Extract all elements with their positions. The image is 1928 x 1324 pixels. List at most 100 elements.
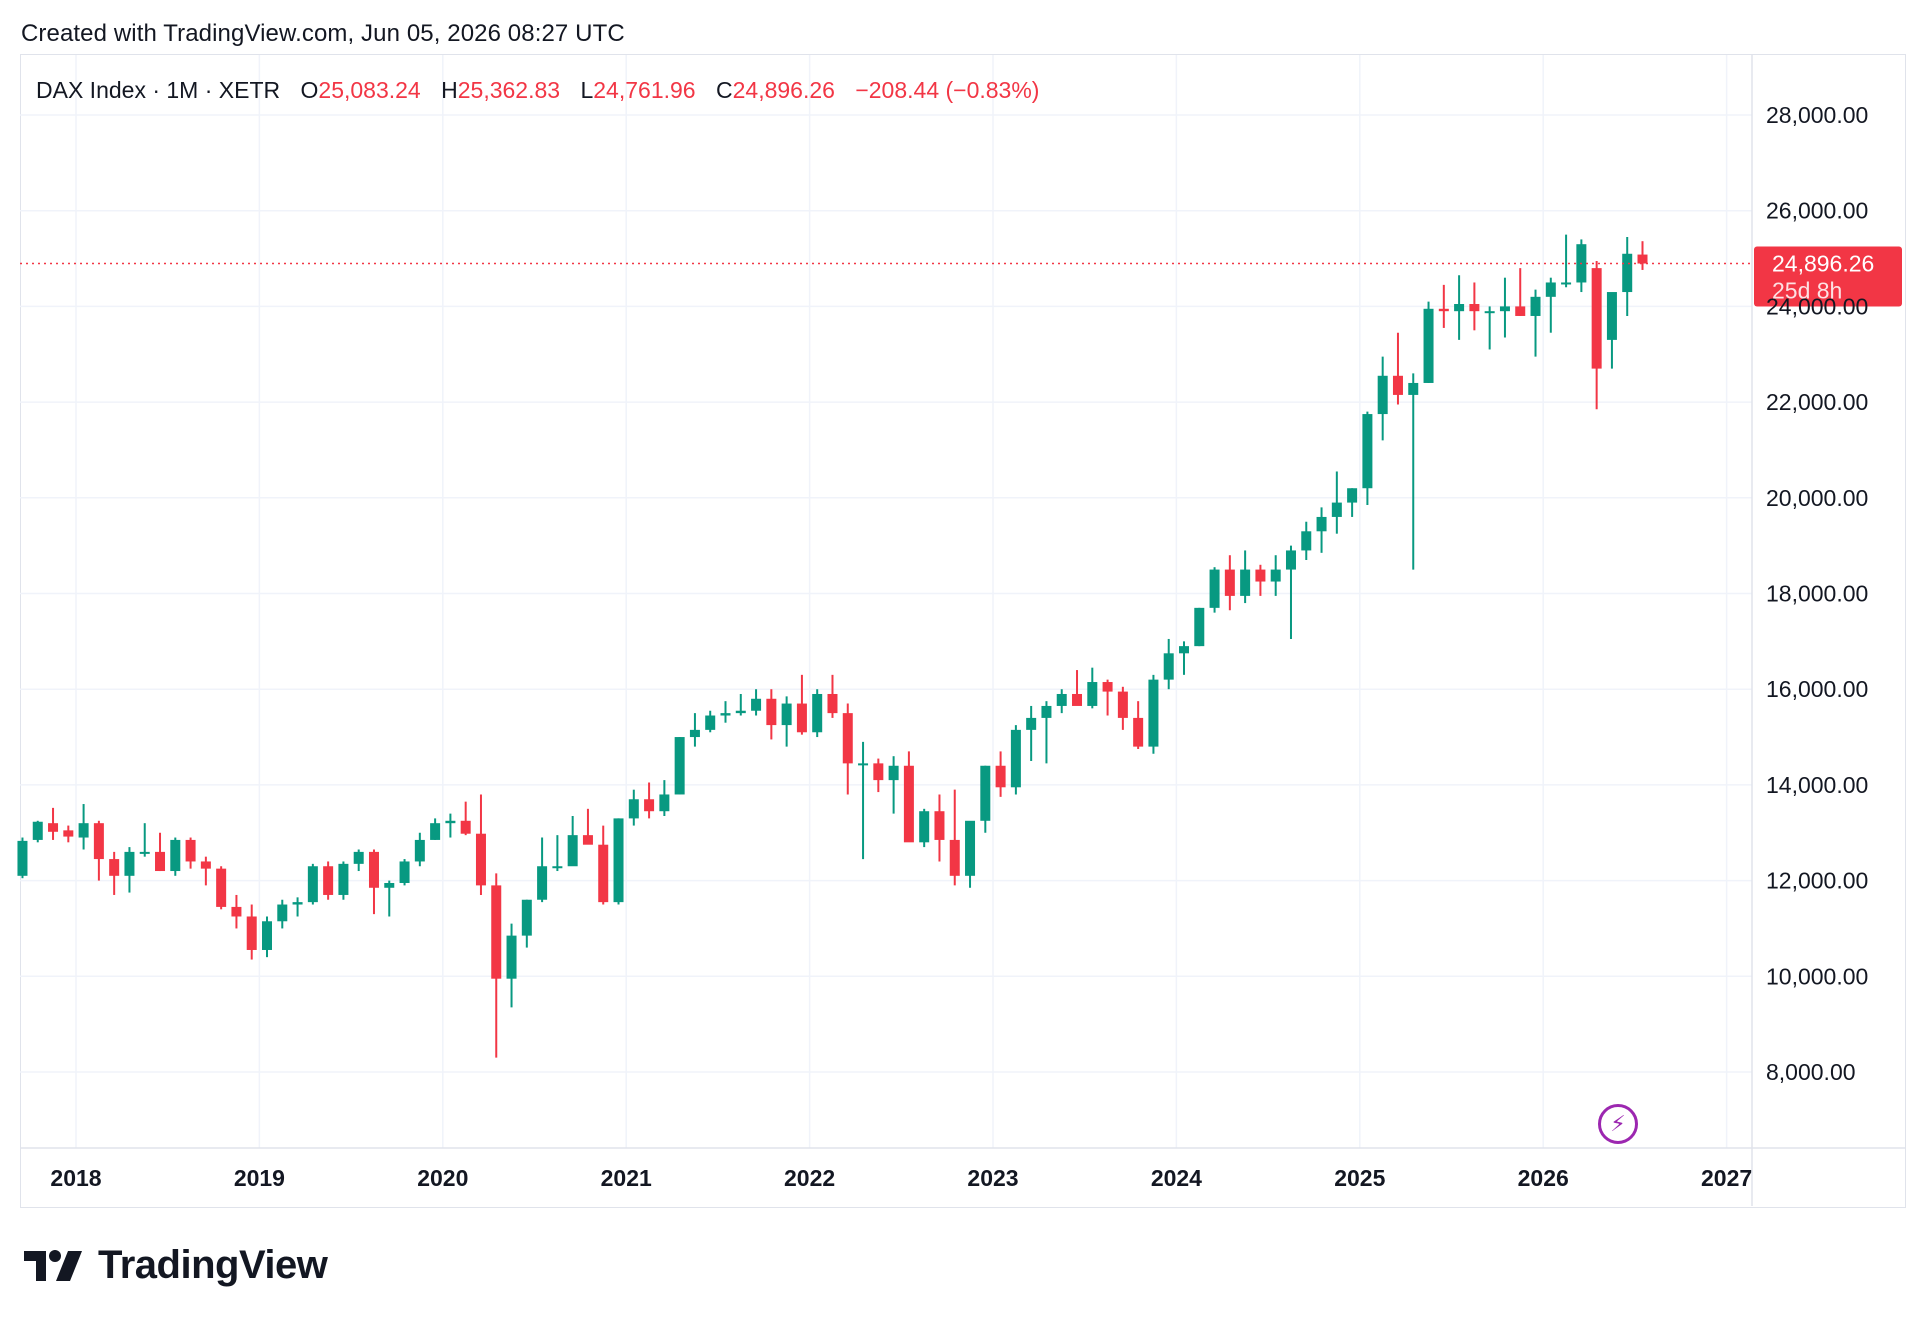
candle[interactable] bbox=[1423, 301, 1434, 383]
candle[interactable] bbox=[689, 713, 700, 747]
candle[interactable] bbox=[1499, 277, 1510, 338]
candle[interactable] bbox=[1408, 373, 1419, 570]
candle[interactable] bbox=[1576, 239, 1587, 293]
candle[interactable] bbox=[582, 808, 593, 845]
candle[interactable] bbox=[338, 861, 349, 900]
candle[interactable] bbox=[919, 808, 930, 848]
candle[interactable] bbox=[995, 751, 1006, 797]
candle[interactable] bbox=[965, 820, 976, 888]
candle[interactable] bbox=[1515, 268, 1526, 316]
candle[interactable] bbox=[705, 710, 716, 733]
candle[interactable] bbox=[1194, 607, 1205, 647]
last-price-tag[interactable] bbox=[1754, 246, 1902, 307]
symbol-label[interactable]: DAX Index · 1M · XETR bbox=[36, 77, 281, 103]
candle[interactable] bbox=[1347, 488, 1358, 517]
tradingview-brand[interactable]: TradingView bbox=[24, 1243, 328, 1288]
candle[interactable] bbox=[1591, 260, 1602, 410]
candle[interactable] bbox=[644, 782, 655, 819]
candle[interactable] bbox=[1255, 564, 1266, 596]
candle[interactable] bbox=[32, 820, 43, 843]
candle[interactable] bbox=[277, 899, 288, 929]
candle[interactable] bbox=[262, 916, 272, 958]
candle[interactable] bbox=[735, 693, 746, 716]
candle[interactable] bbox=[1087, 667, 1098, 709]
candle[interactable] bbox=[1438, 284, 1449, 328]
candle[interactable] bbox=[1133, 701, 1144, 750]
candle[interactable] bbox=[903, 751, 914, 843]
candle[interactable] bbox=[124, 847, 135, 893]
candle[interactable] bbox=[1026, 705, 1037, 761]
candle[interactable] bbox=[1637, 241, 1648, 270]
candle[interactable] bbox=[1530, 289, 1541, 357]
candle[interactable] bbox=[751, 689, 762, 716]
candle[interactable] bbox=[368, 849, 379, 915]
candle[interactable] bbox=[766, 689, 777, 740]
candle[interactable] bbox=[858, 741, 869, 860]
candle[interactable] bbox=[93, 820, 104, 881]
candle[interactable] bbox=[1545, 277, 1556, 333]
lightning-icon[interactable]: ⚡ bbox=[1598, 1104, 1638, 1144]
candle[interactable] bbox=[1163, 638, 1174, 690]
candle[interactable] bbox=[842, 703, 853, 795]
candle[interactable] bbox=[1041, 701, 1052, 764]
candle[interactable] bbox=[1056, 689, 1067, 714]
candle[interactable] bbox=[17, 837, 28, 879]
candle[interactable] bbox=[1622, 237, 1633, 316]
candle[interactable] bbox=[246, 904, 257, 960]
candle[interactable] bbox=[307, 863, 318, 905]
candle[interactable] bbox=[1362, 411, 1373, 505]
candle[interactable] bbox=[521, 899, 532, 948]
candle[interactable] bbox=[48, 807, 59, 840]
candle[interactable] bbox=[200, 856, 211, 886]
candle[interactable] bbox=[231, 894, 242, 929]
candle[interactable] bbox=[1179, 641, 1189, 675]
candle[interactable] bbox=[1010, 725, 1021, 795]
candle[interactable] bbox=[1561, 234, 1572, 288]
candle[interactable] bbox=[949, 789, 960, 886]
candle[interactable] bbox=[567, 816, 578, 867]
candle[interactable] bbox=[659, 780, 670, 817]
candle[interactable] bbox=[873, 758, 884, 793]
candle[interactable] bbox=[109, 851, 120, 895]
candle[interactable] bbox=[491, 873, 502, 1058]
candle[interactable] bbox=[613, 818, 624, 905]
candle[interactable] bbox=[1484, 306, 1495, 350]
candle[interactable] bbox=[78, 804, 89, 850]
candle[interactable] bbox=[934, 794, 945, 862]
candle[interactable] bbox=[1148, 674, 1159, 754]
candle[interactable] bbox=[414, 832, 425, 867]
candle[interactable] bbox=[430, 818, 441, 840]
candle[interactable] bbox=[812, 689, 823, 738]
candle[interactable] bbox=[552, 835, 563, 872]
candle[interactable] bbox=[323, 861, 334, 900]
candle[interactable] bbox=[1454, 275, 1465, 340]
candle[interactable] bbox=[63, 825, 74, 843]
candle[interactable] bbox=[1316, 507, 1327, 553]
candle[interactable] bbox=[1377, 356, 1388, 441]
candle[interactable] bbox=[185, 837, 196, 869]
candle[interactable] bbox=[980, 765, 991, 833]
candle[interactable] bbox=[1285, 545, 1296, 639]
candle[interactable] bbox=[475, 794, 486, 895]
candle[interactable] bbox=[1301, 521, 1312, 561]
candle[interactable] bbox=[155, 832, 166, 872]
candle[interactable] bbox=[384, 880, 395, 917]
candle[interactable] bbox=[888, 756, 899, 814]
candle[interactable] bbox=[353, 849, 364, 872]
candle[interactable] bbox=[1117, 686, 1128, 730]
candle[interactable] bbox=[139, 823, 150, 857]
candle[interactable] bbox=[1469, 282, 1480, 331]
candle[interactable] bbox=[598, 825, 609, 905]
candle[interactable] bbox=[1102, 679, 1113, 716]
candle[interactable] bbox=[460, 801, 471, 836]
candle[interactable] bbox=[1392, 332, 1403, 405]
candle[interactable] bbox=[445, 813, 456, 838]
candle[interactable] bbox=[537, 837, 548, 903]
candle[interactable] bbox=[1224, 555, 1235, 611]
candle[interactable] bbox=[170, 837, 181, 876]
candle[interactable] bbox=[216, 866, 227, 910]
candle[interactable] bbox=[628, 789, 639, 826]
candle[interactable] bbox=[1072, 670, 1083, 706]
candle[interactable] bbox=[1331, 471, 1342, 534]
candle[interactable] bbox=[781, 696, 792, 747]
